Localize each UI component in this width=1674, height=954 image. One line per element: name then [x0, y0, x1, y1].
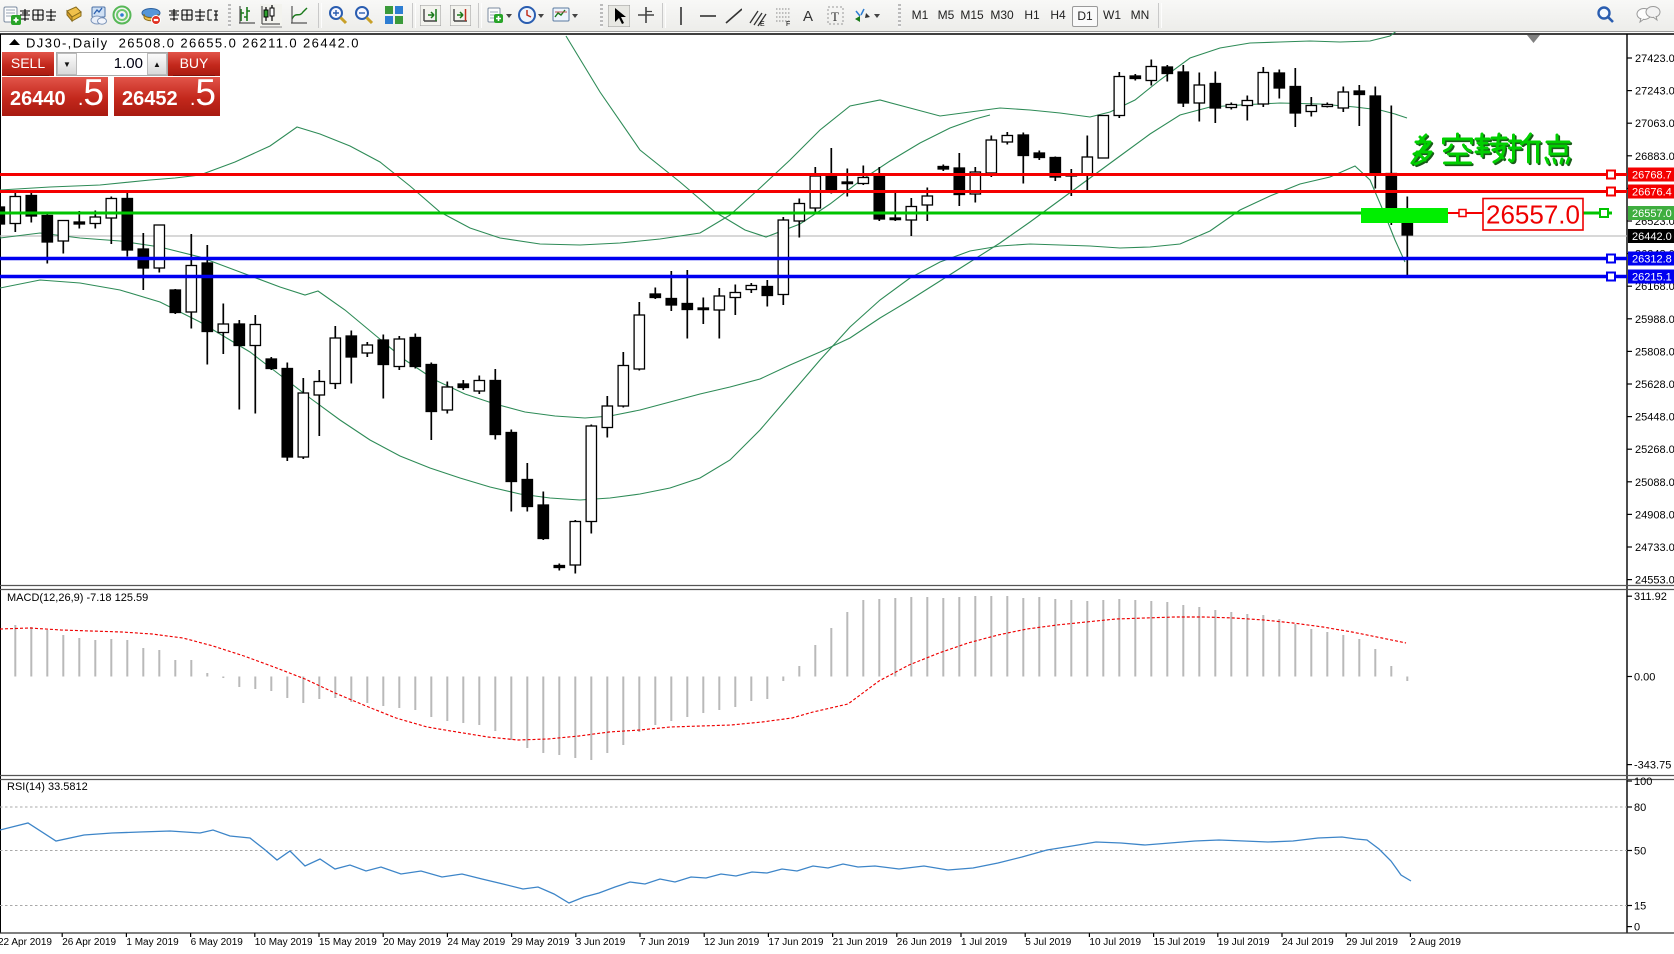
svg-text:7 Jun 2019: 7 Jun 2019	[640, 937, 690, 948]
svg-text:5 Jul 2019: 5 Jul 2019	[1025, 937, 1072, 948]
svg-text:80: 80	[1634, 802, 1646, 814]
svg-text:T: T	[831, 9, 839, 24]
svg-text:29 May 2019: 29 May 2019	[512, 937, 570, 948]
svg-text:6 May 2019: 6 May 2019	[191, 937, 244, 948]
svg-text:27063.0: 27063.0	[1635, 118, 1674, 130]
svg-text:25448.0: 25448.0	[1635, 412, 1674, 424]
svg-text:1 May 2019: 1 May 2019	[126, 937, 179, 948]
svg-text:26442.0: 26442.0	[1632, 231, 1672, 243]
svg-text:25088.0: 25088.0	[1635, 477, 1674, 489]
svg-text:26168.0: 26168.0	[1635, 281, 1674, 293]
svg-text:0.00: 0.00	[1634, 672, 1655, 684]
svg-text:24553.0: 24553.0	[1635, 575, 1674, 587]
svg-text:12 Jun 2019: 12 Jun 2019	[704, 937, 759, 948]
svg-text:17 Jun 2019: 17 Jun 2019	[768, 937, 823, 948]
svg-text:26 Apr 2019: 26 Apr 2019	[62, 937, 116, 948]
svg-text:3 Jun 2019: 3 Jun 2019	[576, 937, 626, 948]
svg-text:21 Jun 2019: 21 Jun 2019	[833, 937, 888, 948]
svg-text:0: 0	[1634, 922, 1640, 934]
svg-text:RSI(14) 33.5812: RSI(14) 33.5812	[7, 781, 88, 793]
svg-text:DJ30-,Daily 26508.0 26655.0 2: DJ30-,Daily 26508.0 26655.0 26211.0 2644…	[26, 36, 360, 51]
svg-text:25268.0: 25268.0	[1635, 444, 1674, 456]
svg-text:100: 100	[1634, 776, 1652, 788]
svg-text:-343.75: -343.75	[1634, 760, 1671, 772]
svg-text:2 Aug 2019: 2 Aug 2019	[1410, 937, 1461, 948]
svg-text:19 Jul 2019: 19 Jul 2019	[1218, 937, 1270, 948]
svg-text:24 May 2019: 24 May 2019	[447, 937, 505, 948]
svg-text:MACD(12,26,9) -7.18 125.59: MACD(12,26,9) -7.18 125.59	[7, 592, 148, 604]
svg-text:10 Jul 2019: 10 Jul 2019	[1089, 937, 1141, 948]
svg-text:20 May 2019: 20 May 2019	[383, 937, 441, 948]
svg-text:15 Jul 2019: 15 Jul 2019	[1154, 937, 1206, 948]
svg-text:26 Jun 2019: 26 Jun 2019	[897, 937, 952, 948]
svg-text:26883.0: 26883.0	[1635, 151, 1674, 163]
svg-text:25628.0: 25628.0	[1635, 379, 1674, 391]
svg-text:311.92: 311.92	[1634, 591, 1667, 603]
svg-text:26676.4: 26676.4	[1632, 187, 1672, 199]
svg-text:26557.0: 26557.0	[1632, 208, 1672, 220]
svg-text:27423.0: 27423.0	[1635, 53, 1674, 65]
svg-text:25988.0: 25988.0	[1635, 314, 1674, 326]
svg-text:24908.0: 24908.0	[1635, 509, 1674, 521]
svg-text:15 May 2019: 15 May 2019	[319, 937, 377, 948]
svg-text:29 Jul 2019: 29 Jul 2019	[1346, 937, 1398, 948]
svg-text:24 Jul 2019: 24 Jul 2019	[1282, 937, 1334, 948]
svg-text:10 May 2019: 10 May 2019	[255, 937, 313, 948]
svg-text:F: F	[786, 21, 790, 27]
svg-text:50: 50	[1634, 846, 1646, 858]
svg-text:26215.1: 26215.1	[1632, 272, 1672, 284]
svg-text:15: 15	[1634, 901, 1646, 913]
svg-text:27243.0: 27243.0	[1635, 86, 1674, 98]
svg-text:22 Apr 2019: 22 Apr 2019	[0, 937, 52, 948]
svg-text:26768.7: 26768.7	[1632, 170, 1672, 182]
svg-text:1 Jul 2019: 1 Jul 2019	[961, 937, 1008, 948]
svg-text:26312.8: 26312.8	[1632, 254, 1672, 266]
svg-text:25808.0: 25808.0	[1635, 346, 1674, 358]
svg-text:24733.0: 24733.0	[1635, 542, 1674, 554]
svg-text:A: A	[803, 8, 813, 25]
svg-text:26557.0: 26557.0	[1486, 200, 1580, 230]
svg-text:E: E	[760, 21, 765, 27]
